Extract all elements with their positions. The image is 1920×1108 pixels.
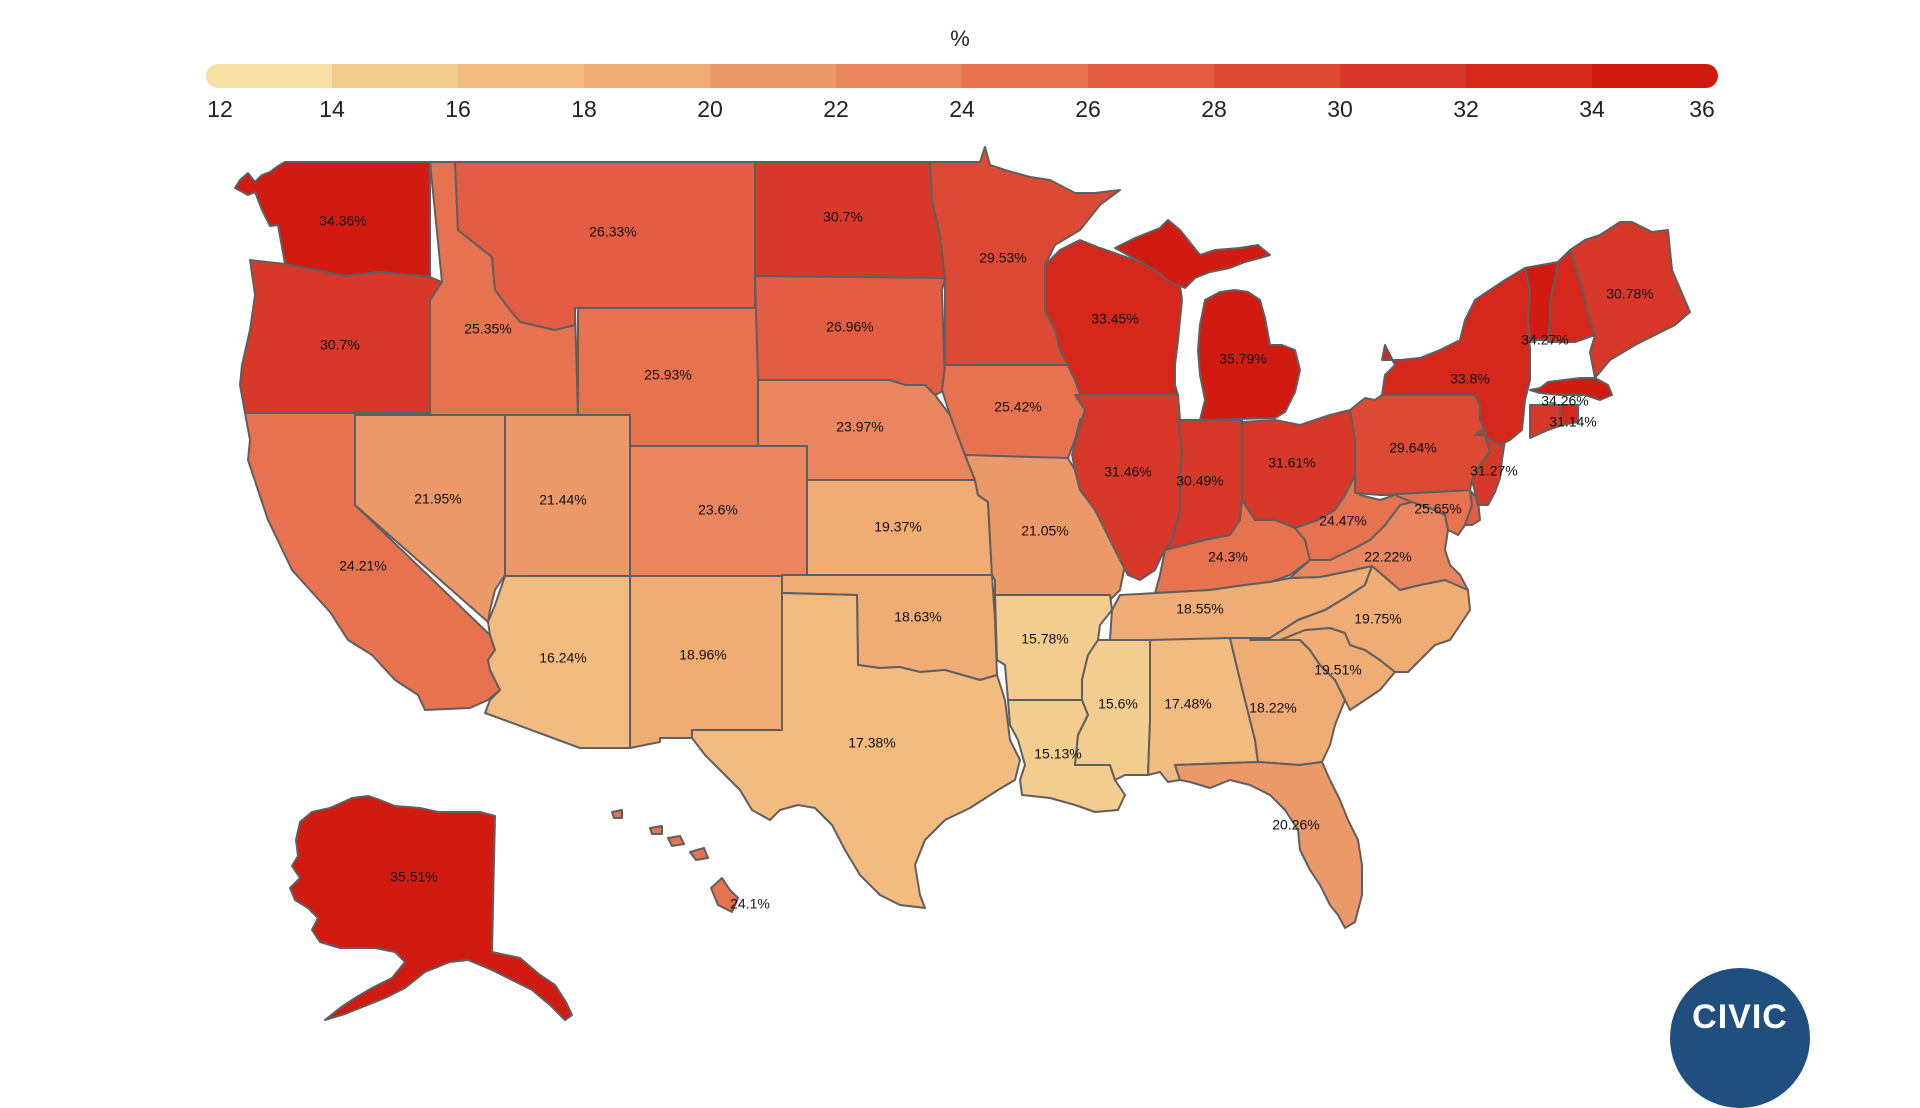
legend-color-scale: [206, 64, 1718, 88]
state-ri[interactable]: [1559, 404, 1579, 426]
legend-tick-label: 14: [319, 96, 345, 122]
state-az[interactable]: [484, 575, 631, 749]
state-ct[interactable]: [1529, 404, 1563, 439]
state-value-label-me: 30.78%: [1606, 286, 1653, 302]
legend-tick-label: 20: [697, 96, 723, 122]
state-sd[interactable]: [754, 275, 946, 396]
legend-color-swatch: [458, 64, 584, 88]
state-value-label-mt: 26.33%: [589, 224, 636, 240]
state-value-label-ny: 33.8%: [1450, 371, 1490, 387]
civic-logo-text: CIVIC: [1692, 998, 1788, 1036]
legend-color-swatch: [836, 64, 962, 88]
state-value-label-mi: 35.79%: [1219, 351, 1266, 367]
state-value-label-wv: 24.47%: [1319, 513, 1366, 529]
state-me[interactable]: [1569, 221, 1691, 379]
state-value-label-ct: 31.14%: [1549, 414, 1596, 430]
state-hi[interactable]: [611, 809, 739, 913]
state-value-label-va: 22.22%: [1364, 549, 1411, 565]
legend-color-swatch: [584, 64, 710, 88]
legend-color-swatch: [1088, 64, 1214, 88]
state-value-label-ms: 15.6%: [1098, 696, 1138, 712]
state-value-label-mo: 21.05%: [1021, 523, 1068, 539]
state-value-label-fl: 20.26%: [1272, 817, 1319, 833]
state-wi[interactable]: [1044, 239, 1183, 396]
legend-color-swatch: [332, 64, 458, 88]
state-value-label-nc: 19.75%: [1354, 611, 1401, 627]
state-value-label-ne: 23.97%: [836, 419, 883, 435]
state-value-label-oh: 31.61%: [1268, 455, 1315, 471]
state-ak[interactable]: [289, 795, 573, 1021]
legend-tick-label: 18: [571, 96, 597, 122]
us-states-map: 34.36% 30.7% 24.21% 25.35% 21.95% 26.33% 25.93…: [234, 146, 1691, 1021]
state-value-label-ok: 18.63%: [894, 609, 941, 625]
legend-color-swatch: [1214, 64, 1340, 88]
civic-logo: CIVIC: [1670, 968, 1810, 1108]
state-value-label-ut: 21.44%: [539, 492, 586, 508]
state-value-label-sc: 19.51%: [1314, 662, 1361, 678]
state-tx[interactable]: [691, 592, 1021, 909]
state-value-label-id: 25.35%: [464, 321, 511, 337]
state-value-label-ca: 24.21%: [339, 558, 386, 574]
state-nc[interactable]: [1249, 565, 1471, 673]
legend-color-swatch: [206, 64, 332, 88]
legend-tick-label: 34: [1579, 96, 1605, 122]
legend-tick-label: 16: [445, 96, 471, 122]
legend-color-swatch: [710, 64, 836, 88]
state-value-label-vt: 34.27%: [1521, 332, 1568, 348]
state-value-label-ar: 15.78%: [1021, 631, 1068, 647]
legend-title: %: [950, 26, 970, 51]
state-ma[interactable]: [1529, 377, 1613, 401]
legend-tick-label: 26: [1075, 96, 1101, 122]
legend-color-swatch: [1466, 64, 1592, 88]
state-value-label-hi: 24.1%: [730, 896, 770, 912]
state-value-label-ak: 35.51%: [390, 869, 437, 885]
state-value-label-ks: 19.37%: [874, 519, 921, 535]
state-value-label-nj: 31.27%: [1470, 463, 1517, 479]
state-value-label-la: 15.13%: [1034, 746, 1081, 762]
state-value-label-wa: 34.36%: [319, 213, 366, 229]
state-value-label-or: 30.7%: [320, 337, 360, 353]
legend-tick-label: 28: [1201, 96, 1227, 122]
state-value-label-pa: 29.64%: [1389, 440, 1436, 456]
legend-color-swatch: [962, 64, 1088, 88]
legend-tick-label: 30: [1327, 96, 1353, 122]
state-value-label-nv: 21.95%: [414, 491, 461, 507]
state-value-label-ma: 34.26%: [1541, 393, 1588, 409]
state-value-label-tx: 17.38%: [848, 735, 895, 751]
state-value-label-sd: 26.96%: [826, 319, 873, 335]
state-value-label-nm: 18.96%: [679, 647, 726, 663]
state-mn[interactable]: [929, 146, 1121, 366]
state-value-label-ia: 25.42%: [994, 399, 1041, 415]
state-value-label-al: 17.48%: [1164, 696, 1211, 712]
state-value-label-ky: 24.3%: [1208, 549, 1248, 565]
state-value-label-md: 25.65%: [1414, 501, 1461, 517]
state-ny[interactable]: [1381, 267, 1531, 446]
legend-tick-label: 36: [1689, 96, 1715, 122]
legend-tick-label: 12: [207, 96, 233, 122]
legend-tick-label: 22: [823, 96, 849, 122]
legend-tick-label: 32: [1453, 96, 1479, 122]
state-value-label-il: 31.46%: [1104, 464, 1151, 480]
legend-color-swatch: [1592, 64, 1718, 88]
state-value-label-in: 30.49%: [1176, 473, 1223, 489]
state-value-label-mn: 29.53%: [979, 250, 1026, 266]
legend-color-swatch: [1340, 64, 1466, 88]
state-value-label-co: 23.6%: [698, 502, 738, 518]
legend-tick-labels: 12 14 16 18 20 22 24 26 28 30 32 34 36: [206, 96, 1718, 126]
state-value-label-az: 16.24%: [539, 650, 586, 666]
state-value-label-nd: 30.7%: [823, 209, 863, 225]
state-value-label-wi: 33.45%: [1091, 311, 1138, 327]
state-value-label-wy: 25.93%: [644, 367, 691, 383]
state-value-label-ga: 18.22%: [1249, 700, 1296, 716]
state-fl[interactable]: [1174, 761, 1363, 929]
legend-tick-label: 24: [949, 96, 975, 122]
state-mi[interactable]: [1114, 219, 1301, 421]
state-value-label-tn: 18.55%: [1176, 601, 1223, 617]
